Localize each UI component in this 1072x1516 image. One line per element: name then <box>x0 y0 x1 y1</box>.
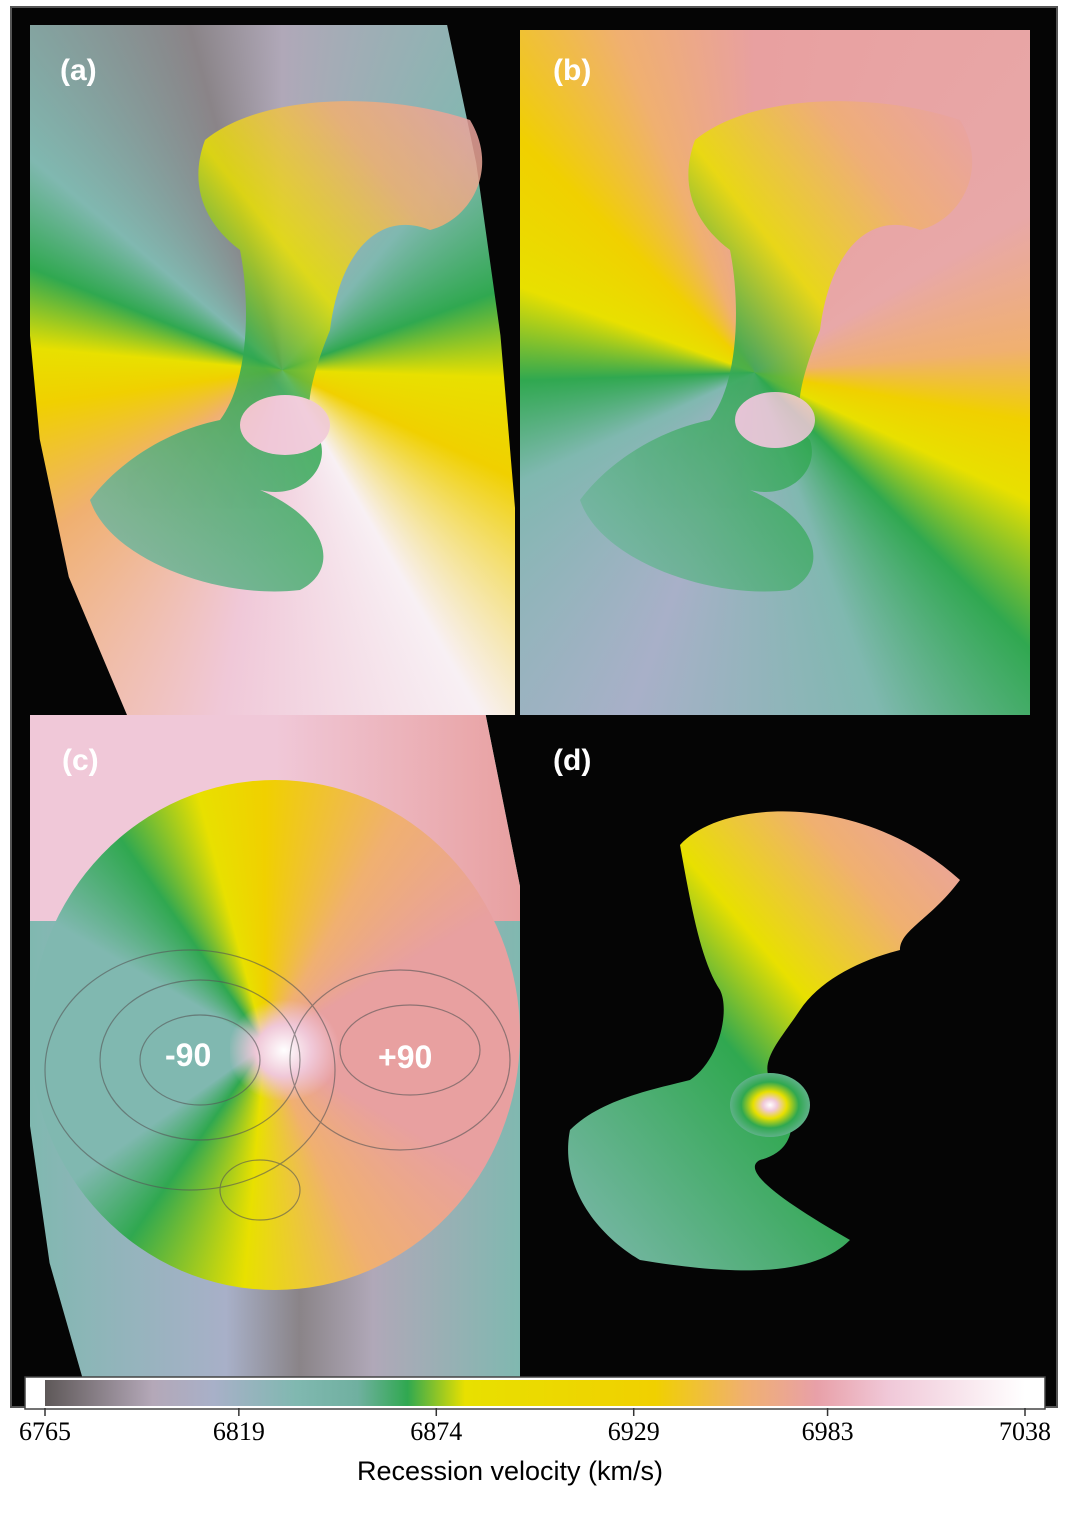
emission-b <box>580 101 972 591</box>
x-tick-label: 6765 <box>19 1417 71 1446</box>
page: (a) (b) (c) -90 +90 (d) 6765 6819 6874 6929 6983 70… <box>0 0 1072 1516</box>
emission-a <box>90 101 482 591</box>
panel-label: (c) <box>62 744 99 777</box>
x-axis-label: Recession velocity (km/s) <box>357 1456 663 1486</box>
x-tick-label: 6983 <box>802 1417 854 1446</box>
panel-label: (a) <box>60 54 97 87</box>
x-tick-label: 7038 <box>999 1417 1051 1446</box>
annotation: -90 <box>165 1037 211 1073</box>
panel-label: (d) <box>553 744 591 777</box>
x-tick-label: 6819 <box>213 1417 265 1446</box>
emission-d <box>568 811 960 1270</box>
x-tick-label: 6874 <box>410 1417 462 1446</box>
panel-label: (b) <box>553 54 591 87</box>
x-tick-label: 6929 <box>608 1417 660 1446</box>
contours <box>45 950 510 1220</box>
overlay: (a) (b) (c) -90 +90 (d) 6765 6819 6874 6929 6983 70… <box>0 0 1072 1516</box>
annotation: +90 <box>378 1039 432 1075</box>
colorbar-gradient <box>45 1380 1025 1406</box>
